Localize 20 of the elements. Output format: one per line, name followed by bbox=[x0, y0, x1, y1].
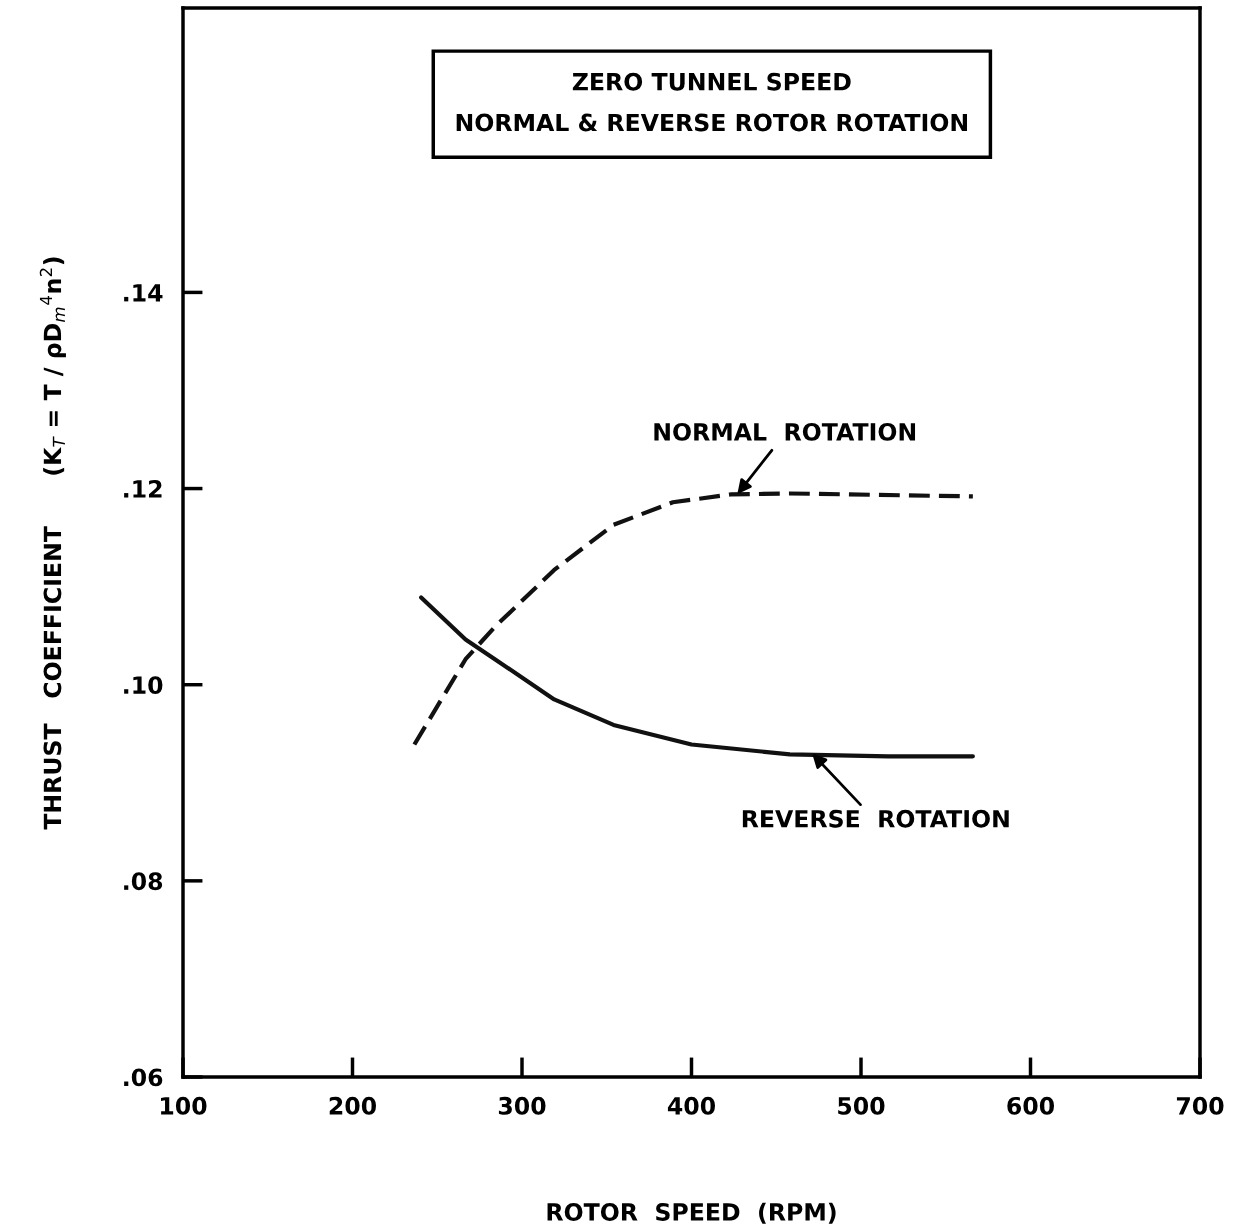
y-tick-label: .08 bbox=[124, 872, 163, 891]
x-tick-label: 300 bbox=[498, 1096, 546, 1115]
x-tick-label: 700 bbox=[1176, 1096, 1224, 1115]
y-tick-label: .12 bbox=[124, 480, 162, 498]
x-tick-label: 200 bbox=[329, 1096, 377, 1115]
x-axis-title: ROTOR SPEED (RPM) bbox=[547, 1202, 836, 1224]
text: NORMAL & REVERSE ROTOR ROTATION bbox=[456, 113, 967, 132]
y-tick-label: .10 bbox=[124, 676, 163, 695]
x-tick-label: 600 bbox=[1007, 1096, 1055, 1115]
y-axis-title: THRUST COEFFICIENT (K$_{T}$ = T / ρD$_{m}$$^{4}$n$^{2}$) bbox=[39, 257, 66, 830]
annotation: REVERSE ROTATION bbox=[742, 809, 1009, 828]
line-series bbox=[419, 595, 975, 759]
x-tick-label: 400 bbox=[667, 1096, 716, 1115]
x-tick-label: 500 bbox=[838, 1096, 885, 1115]
y-tick-label: .06 bbox=[124, 1068, 163, 1087]
text: ZERO TUNNEL SPEED bbox=[572, 72, 851, 91]
y-tick-label: .14 bbox=[124, 284, 163, 302]
x-tick-label: 100 bbox=[161, 1096, 207, 1115]
line-series bbox=[412, 491, 975, 747]
annotation: NORMAL ROTATION bbox=[654, 422, 916, 441]
